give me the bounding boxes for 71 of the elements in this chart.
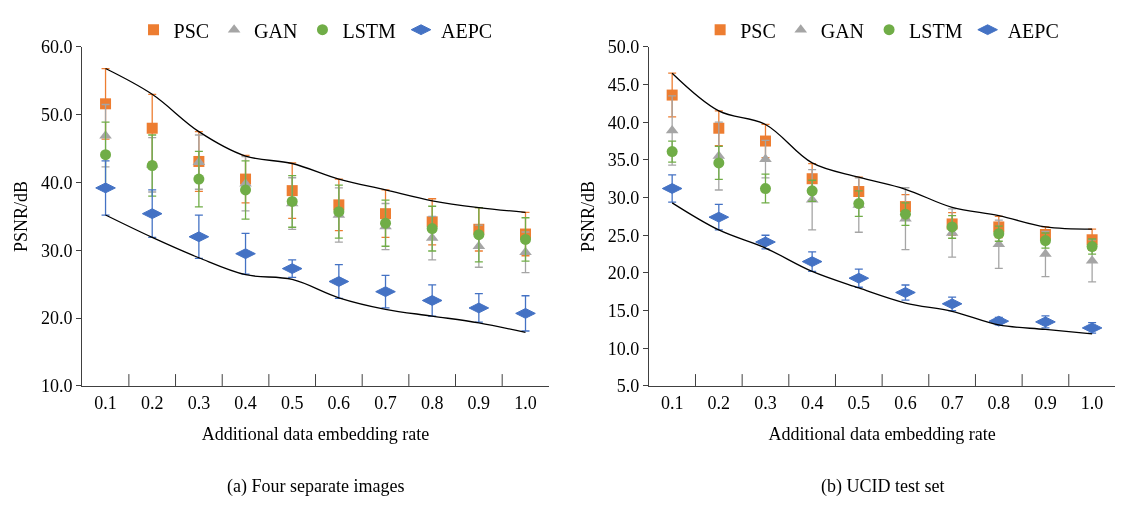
legend-label: PSC: [173, 19, 210, 42]
point: [666, 146, 678, 158]
x-tick-label: 0.5: [280, 392, 304, 413]
legend-label: GAN: [254, 19, 298, 42]
y-tick-label: 20.0: [41, 308, 73, 329]
x-axis-title: Additional data embedding rate: [768, 423, 996, 444]
y-tick-label: 30.0: [607, 187, 640, 208]
legend-label: PSC: [740, 19, 776, 42]
x-tick-label: 0.9: [467, 392, 491, 413]
point: [806, 185, 818, 197]
x-tick-label: 0.4: [234, 392, 257, 413]
x-tick-label: 0.1: [94, 392, 117, 413]
x-tick-label: 1.0: [1080, 392, 1104, 413]
point: [146, 160, 158, 172]
x-tick-label: 0.1: [660, 392, 684, 413]
point: [426, 223, 438, 235]
y-tick-label: 50.0: [41, 104, 73, 125]
x-tick-label: 1.0: [514, 392, 537, 413]
line-series: [104, 214, 527, 334]
text: (b) UCID test set: [821, 476, 945, 497]
line-series: [671, 72, 1093, 230]
legend-label: AEPC: [441, 19, 493, 42]
line-series: [104, 67, 527, 213]
y-tick-label: 35.0: [607, 150, 640, 171]
y-tick-label: 30.0: [41, 240, 73, 261]
point: [665, 124, 679, 134]
x-tick-label: 0.6: [894, 392, 917, 413]
y-tick-label: 45.0: [607, 74, 640, 95]
legend-label: AEPC: [1007, 19, 1059, 42]
y-tick-label: 60.0: [41, 37, 73, 58]
point: [100, 149, 112, 161]
x-tick-label: 0.6: [327, 392, 351, 413]
point: [520, 233, 532, 245]
y-tick-label: 50.0: [607, 37, 640, 58]
x-tick-label: 0.2: [707, 392, 731, 413]
point: [713, 122, 725, 134]
point: [240, 184, 252, 196]
y-axis-title: PSNR/dB: [11, 180, 32, 252]
x-tick-label: 0.9: [1034, 392, 1057, 413]
y-tick-label: 40.0: [41, 172, 73, 193]
x-axis-title: Additional data embedding rate: [201, 423, 430, 444]
y-tick-label: 20.0: [607, 263, 640, 284]
point: [380, 217, 392, 229]
text: (a) Four separate images: [227, 476, 405, 497]
x-tick-label: 0.4: [800, 392, 824, 413]
legend-label: LSTM: [909, 19, 963, 42]
y-tick-label: 10.0: [607, 338, 640, 359]
legend-label: GAN: [820, 19, 865, 42]
point: [193, 173, 205, 185]
x-tick-label: 0.7: [940, 392, 964, 413]
x-tick-label: 0.5: [847, 392, 871, 413]
point: [473, 229, 485, 241]
y-tick-label: 40.0: [607, 112, 640, 133]
y-tick-label: 5.0: [616, 376, 640, 397]
x-tick-label: 0.3: [187, 392, 211, 413]
legend-label: LSTM: [342, 19, 397, 42]
y-tick-label: 10.0: [41, 376, 73, 397]
x-tick-label: 0.8: [987, 392, 1011, 413]
y-tick-label: 25.0: [607, 225, 640, 246]
point: [899, 208, 911, 220]
x-tick-label: 0.2: [140, 392, 164, 413]
y-axis-title: PSNR/dB: [577, 180, 598, 252]
point: [146, 122, 158, 134]
point: [100, 98, 112, 110]
point: [286, 185, 298, 197]
x-tick-label: 0.3: [754, 392, 777, 413]
point: [713, 157, 725, 169]
x-tick-label: 0.7: [374, 392, 397, 413]
y-tick-label: 15.0: [607, 300, 640, 321]
x-tick-label: 0.8: [420, 392, 444, 413]
point: [759, 183, 771, 195]
